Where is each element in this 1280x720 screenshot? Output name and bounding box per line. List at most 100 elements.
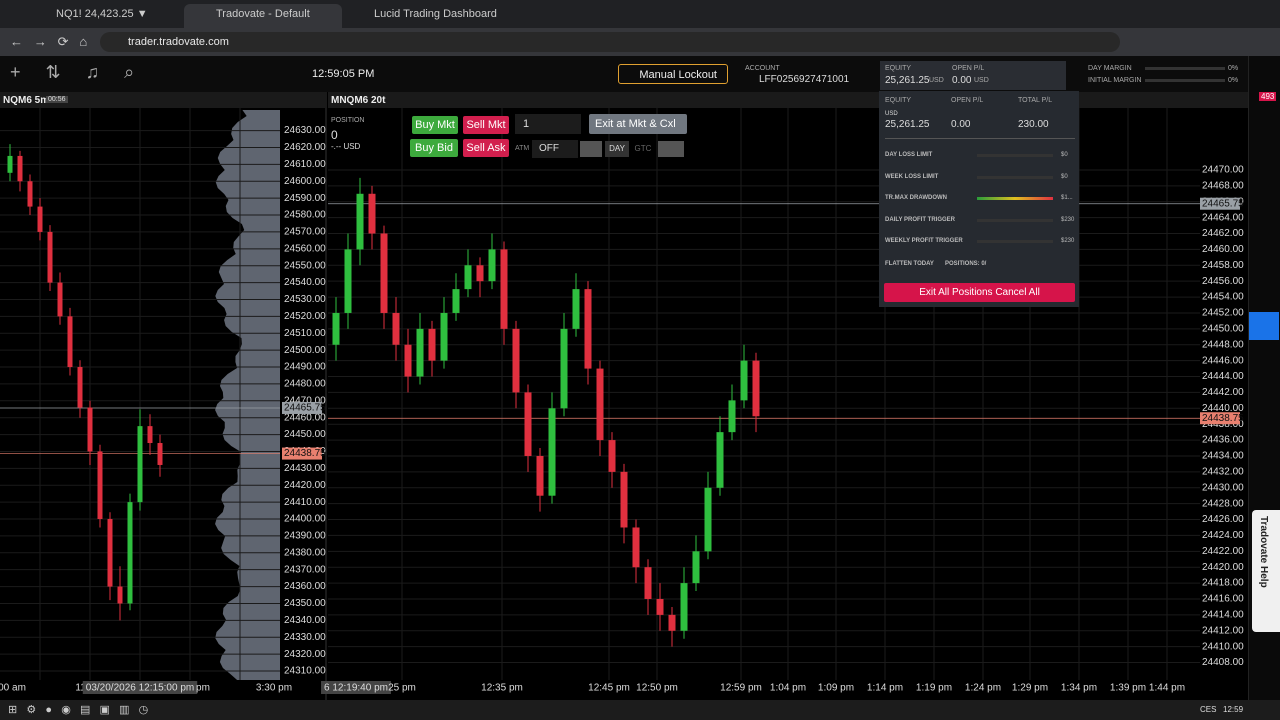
- y-tick-label: 24468.00: [1202, 180, 1244, 191]
- toolbar-icons[interactable]: + ⇅ ♫ ⌕: [10, 62, 135, 82]
- time-marker: [82, 681, 198, 694]
- risk-total-pl: 230.00: [1018, 119, 1049, 130]
- candle-body: [7, 155, 13, 173]
- quantity-input[interactable]: 1: [515, 114, 581, 134]
- risk-open-pl-label: OPEN P/L: [951, 97, 984, 104]
- y-tick-label: 24420.00: [1202, 562, 1244, 573]
- x-tick-label: 1:14 pm: [867, 683, 903, 694]
- main-chart-title[interactable]: MNQM6 20t: [331, 95, 386, 106]
- y-tick-label: 24570.00: [284, 227, 326, 238]
- margin-bar: [1145, 79, 1225, 82]
- x-tick-label: 1:19 pm: [916, 683, 952, 694]
- y-tick-label: 24430.00: [284, 463, 326, 474]
- y-tick-label: 24410.00: [1202, 641, 1244, 652]
- url[interactable]: trader.tradovate.com: [128, 36, 229, 48]
- risk-row-label: TR.MAX DRAWDOWN: [885, 195, 947, 201]
- y-tick-label: 24424.00: [1202, 530, 1244, 541]
- y-tick-label: 24460.00: [1202, 244, 1244, 255]
- equity-label: EQUITY: [885, 65, 912, 72]
- candle-body: [87, 407, 93, 452]
- nav-icons[interactable]: ← → ⟳ ⌂: [10, 34, 88, 49]
- manual-lockout[interactable]: Manual Lockout: [618, 64, 728, 84]
- y-tick-label: 24390.00: [284, 531, 326, 542]
- notification-badge: 493: [1259, 92, 1277, 101]
- url-field[interactable]: [100, 32, 1120, 52]
- y-tick-label: 24408.00: [1202, 657, 1244, 668]
- candle-body: [380, 233, 388, 313]
- tab[interactable]: Lucid Trading Dashboard: [374, 8, 497, 20]
- tab[interactable]: NQ1! 24,423.25 ▼ −0.79% Unn: [56, 8, 148, 40]
- buy-mkt-button[interactable]: Buy Mkt: [412, 116, 458, 134]
- risk-row-label: WEEK LOSS LIMIT: [885, 173, 939, 180]
- candle-body: [620, 471, 628, 528]
- y-tick-label: 24610.00: [284, 159, 326, 170]
- candle-body: [416, 328, 424, 377]
- exit-button[interactable]: Exit at Mkt & Cxl: [589, 114, 687, 134]
- day-button[interactable]: DAY: [605, 141, 629, 157]
- y-tick-label: 24320.00: [284, 649, 326, 660]
- candle-body: [107, 519, 113, 587]
- open-pl-unit: USD: [974, 77, 989, 84]
- risk-bar: [977, 197, 1053, 200]
- x-tick-label: 12:45 pm: [588, 683, 630, 694]
- equity-value: 25,261.25: [885, 75, 930, 86]
- candle-body: [716, 432, 724, 488]
- y-tick-label: 24360.00: [284, 581, 326, 592]
- y-tick-label: 24370.00: [284, 564, 326, 575]
- shield-button[interactable]: [1249, 312, 1279, 340]
- y-tick-label: 24450.00: [1202, 323, 1244, 334]
- candle-body: [632, 527, 640, 568]
- equity-box[interactable]: [880, 61, 1066, 90]
- exit-all-button[interactable]: Exit All Positions Cancel All: [884, 283, 1075, 302]
- left-chart-title[interactable]: NQM6 5m: [3, 95, 50, 106]
- candle-body: [656, 598, 664, 615]
- y-tick-label: 24426.00: [1202, 514, 1244, 525]
- account-id[interactable]: LFF0256927471001: [759, 74, 850, 85]
- risk-open-pl: 0.00: [951, 119, 971, 130]
- sell-mkt-button[interactable]: Sell Mkt: [463, 116, 509, 134]
- y-tick-label: 24434.00: [1202, 451, 1244, 462]
- y-tick-label: 24452.00: [1202, 308, 1244, 319]
- candle-body: [680, 583, 688, 631]
- x-tick-label: 3:30 pm: [256, 683, 292, 694]
- risk-row-value: $230: [1061, 238, 1075, 244]
- help-label[interactable]: Tradovate Help: [1258, 516, 1269, 588]
- settings-button[interactable]: [580, 141, 602, 157]
- language: CES: [1200, 705, 1217, 714]
- risk-row-label: WEEKLY PROFIT TRIGGER: [885, 238, 963, 244]
- y-tick-label: 24520.00: [284, 311, 326, 322]
- y-tick-label: 24458.00: [1202, 260, 1244, 271]
- sell-ask-button[interactable]: Sell Ask: [463, 139, 509, 157]
- y-tick-label: 24490.00: [284, 362, 326, 373]
- x-tick-label: 1:34 pm: [1061, 683, 1097, 694]
- candle-body: [488, 249, 496, 282]
- chart-header: [0, 92, 325, 108]
- tab-active[interactable]: Tradovate - Default: [184, 4, 342, 28]
- atm-select[interactable]: OFF: [532, 140, 578, 158]
- day-margin-value: 0%: [1228, 65, 1239, 72]
- y-tick-label: 24418.00: [1202, 578, 1244, 589]
- candle-body: [524, 392, 532, 456]
- candle-body: [332, 312, 340, 345]
- y-tick-label: 24422.00: [1202, 546, 1244, 557]
- account-label: ACCOUNT: [745, 65, 780, 72]
- taskbar-icons[interactable]: ⊞ ⚙ ● ◉ ▤ ▣ ▥ ◷: [8, 704, 149, 716]
- x-tick-label: 12:35 pm: [481, 683, 523, 694]
- initial-margin-label: INITIAL MARGIN: [1088, 77, 1142, 84]
- gtc-button[interactable]: GTC: [634, 144, 652, 153]
- candle-body: [356, 193, 364, 250]
- risk-equity-label: EQUITY: [885, 97, 912, 104]
- risk-equity: 25,261.25: [885, 119, 930, 130]
- settings-button[interactable]: [658, 141, 684, 157]
- candle-body: [67, 316, 73, 368]
- buy-bid-button[interactable]: Buy Bid: [410, 139, 458, 157]
- candle-body: [668, 614, 676, 631]
- candle-body: [584, 289, 592, 369]
- y-tick-label: 24430.00: [1202, 482, 1244, 493]
- candle-body: [157, 443, 163, 465]
- x-tick-label: 11:: [75, 683, 88, 694]
- candle-body: [548, 408, 556, 496]
- help-tab[interactable]: [1252, 510, 1280, 632]
- day-margin-label: DAY MARGIN: [1088, 65, 1132, 72]
